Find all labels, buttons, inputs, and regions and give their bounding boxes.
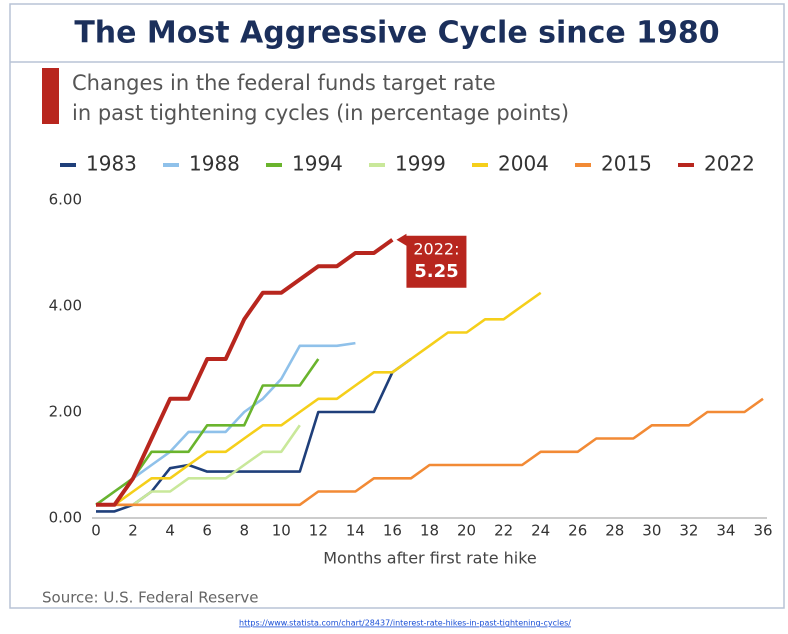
y-tick-label: 0.00 xyxy=(49,509,82,527)
x-tick-label: 20 xyxy=(457,522,476,540)
x-tick-label: 26 xyxy=(568,522,587,540)
y-tick-label: 6.00 xyxy=(49,191,82,209)
annotation-value: 5.25 xyxy=(414,261,458,282)
x-tick-label: 22 xyxy=(494,522,513,540)
legend-label: 2022 xyxy=(704,152,755,176)
x-tick-label: 32 xyxy=(679,522,698,540)
series-line xyxy=(95,341,356,506)
x-tick-label: 12 xyxy=(309,522,328,540)
x-tick-label: 14 xyxy=(346,522,365,540)
chart-title: The Most Aggressive Cycle since 1980 xyxy=(74,16,719,51)
series-line xyxy=(96,238,394,507)
legend-label: 2015 xyxy=(601,152,652,176)
x-tick-label: 4 xyxy=(165,522,175,540)
series-line xyxy=(96,397,764,507)
x-tick-label: 6 xyxy=(202,522,212,540)
x-tick-label: 0 xyxy=(91,522,101,540)
legend-label: 1994 xyxy=(292,152,343,176)
series-line xyxy=(96,357,412,513)
legend-label: 1988 xyxy=(189,152,240,176)
x-axis-label: Months after first rate hike xyxy=(323,549,537,568)
subtitle: Changes in the federal funds target rate xyxy=(72,71,496,95)
source: Source: U.S. Federal Reserve xyxy=(42,589,259,607)
x-tick-label: 8 xyxy=(239,522,249,540)
legend-label: 1983 xyxy=(86,152,137,176)
x-tick-label: 10 xyxy=(272,522,291,540)
x-tick-label: 28 xyxy=(605,522,624,540)
annotation-box xyxy=(396,233,467,288)
x-tick-label: 2 xyxy=(128,522,138,540)
x-tick-label: 16 xyxy=(383,522,402,540)
source-link[interactable]: https://www.statista.com/chart/28437/int… xyxy=(239,619,571,628)
annotation-label: 2022: xyxy=(413,239,459,258)
x-tick-label: 24 xyxy=(531,522,550,540)
frame xyxy=(9,3,785,609)
subtitle-bar xyxy=(42,68,59,124)
legend-label: 1999 xyxy=(395,152,446,176)
series-line xyxy=(96,291,542,507)
legend-label: 2004 xyxy=(498,152,549,176)
y-tick-label: 2.00 xyxy=(49,403,82,421)
x-tick-label: 18 xyxy=(420,522,439,540)
subtitle: in past tightening cycles (in percentage… xyxy=(72,101,569,125)
x-tick-label: 34 xyxy=(716,522,735,540)
y-tick-label: 4.00 xyxy=(49,297,82,315)
x-tick-label: 36 xyxy=(753,522,772,540)
x-tick-label: 30 xyxy=(642,522,661,540)
